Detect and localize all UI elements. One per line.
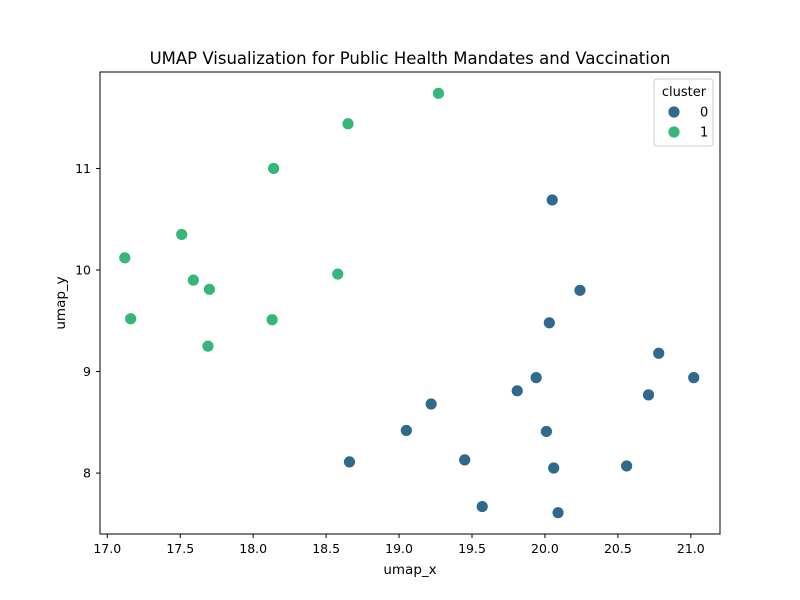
data-point-cluster-1: [432, 86, 445, 100]
data-point-cluster-0: [343, 455, 356, 469]
y-axis-ticks: 8 9 10 11: [75, 161, 100, 481]
y-tick-label: 11: [75, 161, 91, 176]
data-point-cluster-1: [267, 162, 281, 175]
y-axis-label: umap_y: [53, 276, 69, 329]
data-point-cluster-0: [551, 506, 565, 520]
legend-marker-cluster-1: [667, 125, 681, 139]
x-tick-label: 17.0: [93, 541, 121, 556]
data-point-cluster-0: [620, 459, 634, 473]
data-point-cluster-0: [540, 425, 553, 438]
data-point-cluster-1: [203, 282, 216, 296]
plot-background: [100, 72, 720, 534]
data-point-cluster-0: [424, 397, 438, 411]
data-point-cluster-0: [542, 316, 556, 330]
x-tick-label: 21.0: [677, 541, 705, 556]
legend-marker-cluster-0: [667, 105, 681, 119]
data-point-cluster-1: [124, 312, 138, 326]
data-point-cluster-0: [545, 193, 559, 207]
y-tick-label: 9: [83, 364, 91, 379]
x-tick-label: 17.5: [166, 541, 194, 556]
legend-label-cluster-1: 1: [700, 126, 708, 141]
x-axis-label: umap_x: [383, 562, 436, 578]
x-tick-label: 20.0: [531, 541, 559, 556]
legend-label-cluster-0: 0: [700, 106, 708, 121]
plot-frame: [99, 71, 721, 535]
x-tick-label: 18.5: [312, 541, 340, 556]
data-point-cluster-0: [399, 424, 413, 437]
x-tick-label: 20.5: [604, 541, 632, 556]
legend: cluster 0 1: [653, 78, 714, 147]
data-points: [118, 86, 701, 520]
data-point-cluster-1: [186, 273, 200, 287]
data-point-cluster-1: [341, 117, 355, 131]
data-point-cluster-0: [510, 384, 524, 398]
data-point-cluster-1: [201, 339, 215, 353]
data-point-cluster-0: [458, 453, 472, 467]
y-tick-label: 10: [75, 263, 91, 278]
data-point-cluster-1: [118, 251, 132, 265]
x-tick-label: 19.5: [458, 541, 486, 556]
legend-title: cluster: [662, 85, 707, 100]
data-point-cluster-0: [475, 500, 489, 513]
data-point-cluster-1: [331, 267, 345, 281]
data-point-cluster-0: [652, 346, 666, 360]
data-point-cluster-1: [265, 313, 279, 327]
data-point-cluster-0: [687, 371, 701, 385]
chart-title: UMAP Visualization for Public Health Man…: [150, 49, 671, 68]
x-axis-ticks: 17.0 17.5 18.0 18.5 19.0 19.5 20.0 20.5 21.0: [93, 534, 705, 556]
data-point-cluster-0: [573, 283, 587, 297]
data-point-cluster-1: [175, 228, 189, 241]
y-tick-label: 8: [83, 466, 91, 481]
data-point-cluster-0: [642, 388, 655, 402]
x-tick-label: 19.0: [385, 541, 413, 556]
data-point-cluster-0: [529, 371, 543, 385]
data-point-cluster-0: [547, 461, 561, 475]
x-tick-label: 18.0: [239, 541, 267, 556]
